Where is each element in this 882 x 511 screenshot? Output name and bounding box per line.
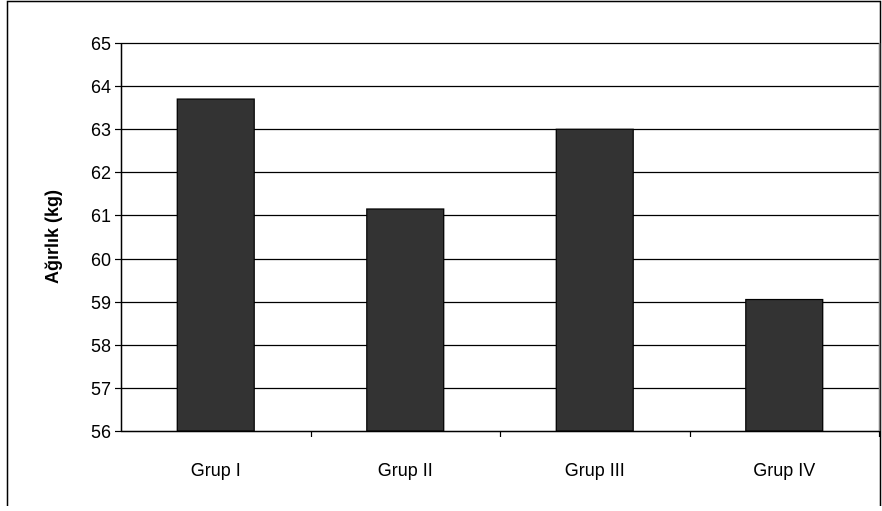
- bars: [176, 98, 824, 432]
- x-tick-label: Grup III: [565, 460, 625, 480]
- x-tick-labels: Grup I Grup II Grup III Grup IV: [191, 460, 816, 480]
- bar: [745, 298, 824, 432]
- y-tick-label: 59: [91, 293, 111, 313]
- y-tick-label: 58: [91, 336, 111, 356]
- chart-area-border: [6, 0, 882, 506]
- bar: [366, 208, 445, 432]
- y-tick-label: 65: [91, 34, 111, 54]
- y-tick-label: 61: [91, 206, 111, 226]
- y-tick-label: 60: [91, 250, 111, 270]
- y-tick-label: 62: [91, 163, 111, 183]
- y-tick-labels: 56 57 58 59 60 61 62 63 64 65: [91, 34, 111, 442]
- y-tick-label: 63: [91, 120, 111, 140]
- bar: [555, 128, 634, 432]
- y-axis-label: Ağırlık (kg): [42, 190, 62, 284]
- axes: [115, 42, 881, 437]
- x-tick-label: Grup II: [378, 460, 433, 480]
- x-tick-label: Grup IV: [753, 460, 815, 480]
- y-tick-label: 57: [91, 379, 111, 399]
- y-tick-label: 56: [91, 422, 111, 442]
- bar: [176, 98, 255, 432]
- y-tick-label: 64: [91, 77, 111, 97]
- x-tick-label: Grup I: [191, 460, 241, 480]
